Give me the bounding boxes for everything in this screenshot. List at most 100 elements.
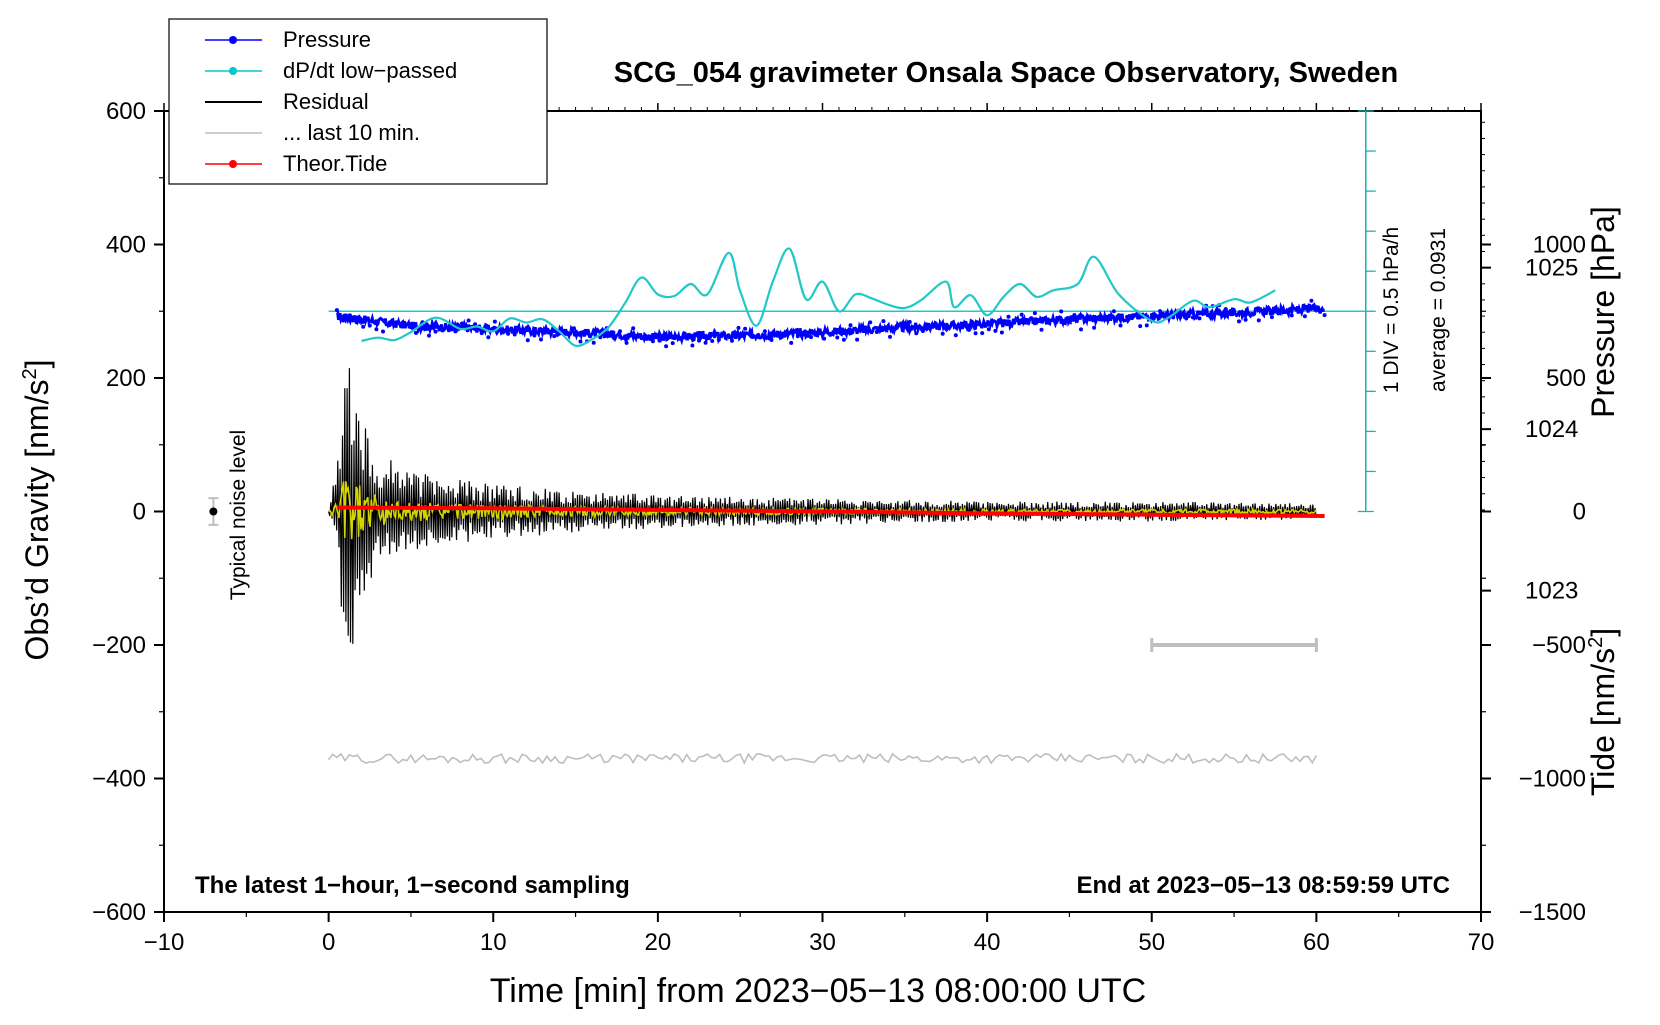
pressure-point: [993, 328, 998, 333]
pressure-point: [776, 332, 781, 336]
pressure-point: [769, 338, 774, 342]
pressure-point: [1263, 308, 1268, 313]
pressure-point: [466, 318, 471, 323]
pressure-point: [565, 330, 570, 335]
pressure-point: [407, 323, 412, 328]
pressure-point: [841, 337, 846, 342]
x-tick-label: 60: [1303, 929, 1330, 956]
pressure-point: [545, 327, 550, 332]
pressure-point: [1111, 309, 1116, 314]
pressure-point: [1309, 298, 1314, 303]
pressure-point: [506, 331, 511, 336]
pressure-point: [736, 325, 741, 330]
pressure-point: [499, 329, 504, 334]
pressure-point: [881, 319, 886, 324]
pressure-point: [716, 337, 721, 342]
pressure-point: [427, 333, 431, 338]
pressure-point: [1125, 314, 1130, 319]
pressure-point: [1151, 312, 1156, 317]
pressure-point: [947, 324, 952, 329]
pressure-point: [1223, 307, 1228, 312]
tide-line: [336, 505, 1325, 518]
pressure-point: [743, 326, 748, 331]
pressure-point: [1059, 309, 1064, 314]
pressure-point: [453, 329, 458, 334]
pressure-point: [1006, 314, 1011, 319]
pressure-point: [1144, 323, 1149, 328]
dpdt-average-label: average = 0.0931: [1427, 228, 1450, 392]
pressure-point: [552, 334, 557, 339]
pressure-point: [1243, 317, 1248, 322]
pressure-point: [1296, 309, 1301, 314]
pressure-point: [986, 327, 991, 332]
pressure-point: [1322, 313, 1327, 318]
pressure-point: [354, 320, 359, 325]
pressure-point: [861, 328, 866, 333]
pressure-point: [479, 331, 484, 336]
pressure-point: [611, 330, 616, 335]
y-tick-label: 0: [133, 499, 146, 526]
pressure-point: [999, 330, 1004, 335]
pressure-point: [1230, 312, 1235, 317]
pressure-point: [1065, 318, 1070, 323]
pressure-point: [1164, 313, 1169, 318]
pressure-point: [683, 334, 688, 339]
tide-tick-label: 0: [1573, 499, 1586, 526]
pressure-point: [492, 319, 497, 324]
pressure-point: [789, 340, 794, 345]
pressure-point: [670, 341, 675, 346]
pressure-point: [1197, 316, 1202, 321]
series-layer: [208, 110, 1376, 765]
pressure-point: [1158, 309, 1162, 314]
pressure-point: [348, 313, 352, 318]
pressure-point: [631, 326, 636, 331]
pressure-point: [835, 335, 840, 340]
grey-residual-trace: [327, 752, 1318, 765]
pressure-point: [624, 340, 629, 345]
pressure-tick-label: 1024: [1525, 416, 1578, 443]
tide-tick-label: 1000: [1533, 232, 1586, 259]
pressure-point: [387, 323, 392, 328]
pressure-point: [1256, 318, 1261, 323]
pressure-point: [697, 338, 701, 343]
pressure-point: [749, 334, 754, 339]
chart-title: SCG_054 gravimeter Onsala Space Observat…: [614, 57, 1398, 89]
pressure-point: [334, 308, 339, 313]
y-axis-label-tide-end: ]: [1585, 628, 1621, 637]
pressure-point: [394, 320, 399, 325]
pressure-point: [973, 331, 978, 336]
pressure-point: [381, 329, 385, 334]
pressure-point: [1184, 316, 1189, 321]
pressure-point: [894, 324, 899, 328]
pressure-point: [1131, 314, 1136, 318]
pressure-point: [1138, 324, 1143, 329]
pressure-point: [367, 323, 372, 328]
dpdt-scale-label: 1 DIV = 0.5 hPa/h: [1380, 227, 1403, 393]
pressure-point: [927, 325, 932, 330]
pressure-point: [782, 333, 787, 338]
footer-right-note: End at 2023−05−13 08:59:59 UTC: [1076, 872, 1450, 899]
pressure-point: [1269, 315, 1274, 320]
pressure-point: [828, 331, 833, 336]
pressure-point: [1190, 315, 1195, 320]
pressure-tick-label: 1023: [1525, 578, 1578, 605]
y-axis-label-tide: Tide [nm/s2]: [1585, 628, 1621, 796]
legend-marker: [229, 36, 237, 44]
y-tick-label: −600: [92, 899, 146, 926]
pressure-point: [1250, 312, 1255, 316]
y-axis-label-tide-main: Tide [nm/s: [1585, 648, 1621, 796]
y-axis-label-left-sup: 2: [19, 368, 41, 379]
x-tick-label: 0: [322, 929, 335, 956]
pressure-point: [1039, 327, 1044, 332]
y-tick-label: 400: [106, 232, 146, 259]
pressure-point: [967, 327, 971, 332]
pressure-point: [1032, 311, 1037, 316]
pressure-point: [1019, 312, 1024, 317]
pressure-point: [657, 338, 662, 343]
pressure-point: [539, 337, 543, 342]
pressure-point: [690, 343, 695, 348]
pressure-point: [1105, 315, 1110, 320]
pressure-point: [1013, 318, 1018, 323]
pressure-point: [953, 333, 958, 338]
